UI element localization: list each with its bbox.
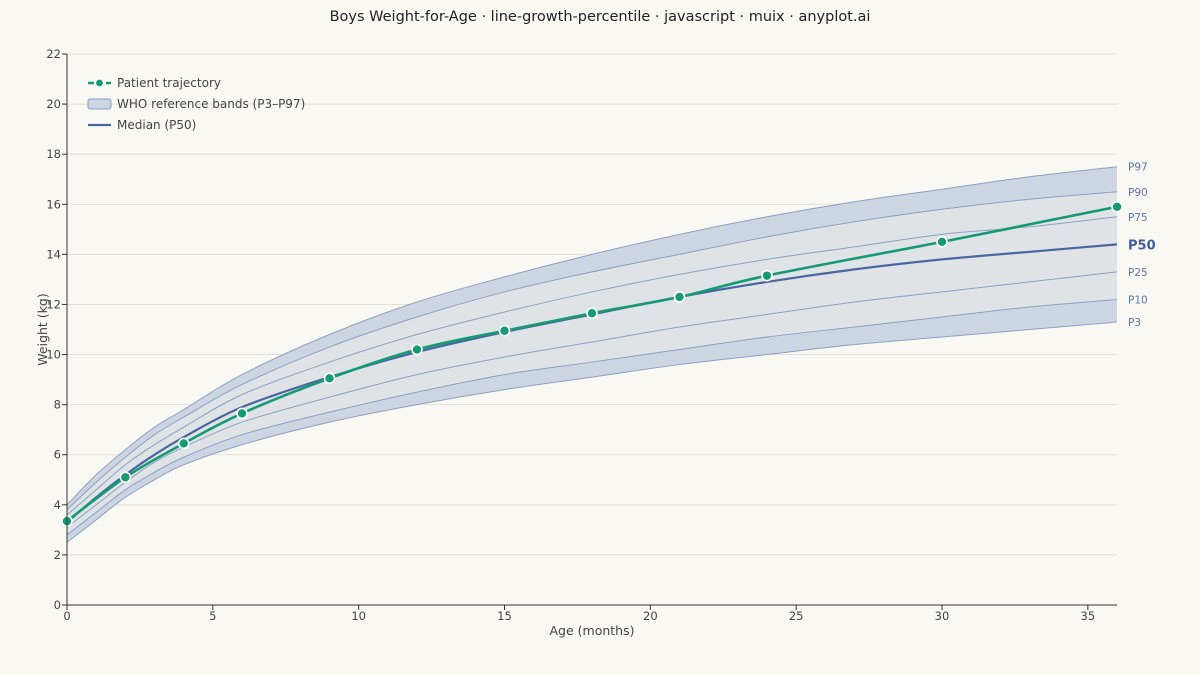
line-p90 <box>66 191 1118 511</box>
label-p90: P90 <box>1128 187 1148 199</box>
y-tick-label-18: 18 <box>46 147 61 161</box>
patient-point-11 <box>1111 200 1123 213</box>
y-tick-label-4: 4 <box>54 498 61 512</box>
y-tick-label-16: 16 <box>46 197 61 211</box>
x-tick-label-15: 15 <box>497 609 512 623</box>
patient-point-1 <box>119 471 132 484</box>
legend-item-1: WHO reference bands (P3–P97) <box>87 97 305 111</box>
x-tick-label-5: 5 <box>209 609 216 623</box>
band-p10-p90 <box>67 191 1117 535</box>
x-tick-label-25: 25 <box>789 609 804 623</box>
y-tick-label-22: 22 <box>46 47 61 61</box>
line-p10 <box>66 298 1118 536</box>
x-tick-label-10: 10 <box>351 609 366 623</box>
x-tick-label-20: 20 <box>643 609 658 623</box>
y-axis-title: Weight (kg) <box>35 293 50 365</box>
legend: Patient trajectory WHO reference bands (P… <box>87 76 305 132</box>
x-tick-label-30: 30 <box>935 609 950 623</box>
patient-point-8 <box>673 291 686 303</box>
y-tick-label-14: 14 <box>46 247 61 261</box>
patient-point-6 <box>498 324 511 337</box>
patient-point-5 <box>411 343 423 356</box>
axes: 0 2 4 6 8 10 12 14 16 18 20 22 0 5 10 15 20 25 30 35 Age (mo… <box>35 47 1117 638</box>
patient-point-7 <box>586 307 598 320</box>
x-axis-title: Age (months) <box>550 623 635 638</box>
x-tick-label-35: 35 <box>1081 609 1096 623</box>
legend-label-2: Median (P50) <box>117 118 196 132</box>
line-p25 <box>66 271 1118 528</box>
percentile-labels: P3 P10 P25 P50 P75 P90 P97 <box>1128 162 1156 329</box>
x-tick-label-0: 0 <box>63 609 70 623</box>
y-tick-label-20: 20 <box>46 97 61 111</box>
legend-item-2: Median (P50) <box>88 118 196 132</box>
y-tick-label-0: 0 <box>54 598 61 612</box>
legend-swatch-band <box>87 98 112 110</box>
chart-title: Boys Weight-for-Age · line-growth-percen… <box>329 9 871 25</box>
patient-series <box>61 200 1123 527</box>
label-p97: P97 <box>1128 162 1148 174</box>
label-p3: P3 <box>1128 317 1141 329</box>
line-p97 <box>66 166 1118 506</box>
label-p10: P10 <box>1128 294 1148 306</box>
label-p25: P25 <box>1128 267 1148 279</box>
label-p50: P50 <box>1128 238 1156 253</box>
legend-label-0: Patient trajectory <box>117 76 221 90</box>
line-p75 <box>66 216 1118 516</box>
legend-marker-patient <box>94 78 105 88</box>
legend-item-0: Patient trajectory <box>88 76 221 90</box>
patient-point-10 <box>936 236 948 248</box>
line-p3 <box>66 321 1118 543</box>
patient-point-2 <box>177 437 190 450</box>
patient-point-9 <box>761 269 773 282</box>
y-tick-label-8: 8 <box>54 398 61 412</box>
y-tick-label-10: 10 <box>46 348 61 362</box>
y-tick-label-2: 2 <box>54 548 61 562</box>
percentile-bands <box>67 166 1117 543</box>
patient-point-3 <box>236 407 248 420</box>
y-tick-label-6: 6 <box>54 448 61 462</box>
label-p75: P75 <box>1128 212 1148 224</box>
patient-point-4 <box>323 372 336 385</box>
y-tick-label-12: 12 <box>46 297 61 311</box>
legend-label-1: WHO reference bands (P3–P97) <box>117 97 305 111</box>
